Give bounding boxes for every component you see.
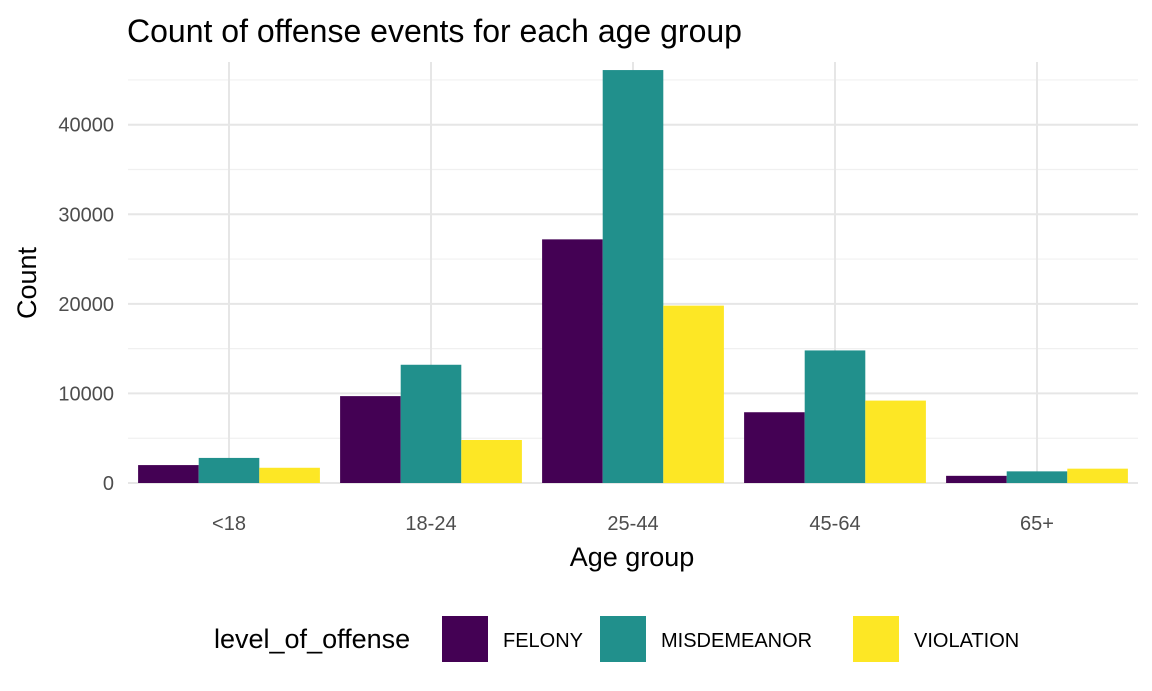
y-tick-label: 30000 [58,204,114,226]
bar-misdemeanor-2 [602,70,664,483]
y-tick-label: 40000 [58,115,114,137]
bars [138,70,1128,483]
legend-swatch-felony [442,616,488,662]
x-tick-label: 65+ [1020,513,1054,535]
bar-violation-1 [461,440,522,483]
y-tick-label: 10000 [58,383,114,405]
legend-label-felony: FELONY [503,630,583,652]
x-tick-label: <18 [212,513,246,535]
bar-misdemeanor-3 [804,350,866,483]
legend-items: FELONY MISDEMEANOR VIOLATION [442,616,1019,662]
y-tick-labels: 0 10000 20000 30000 40000 [58,115,114,495]
y-axis-title: Count [12,246,42,319]
bar-felony-2 [542,239,603,483]
x-tick-label: 18-24 [405,513,456,535]
legend-title: level_of_offense [214,624,410,654]
chart-title: Count of offense events for each age gro… [127,13,742,49]
legend-swatch-misdemeanor [600,616,646,662]
bar-felony-3 [744,412,805,483]
bar-felony-4 [946,475,1007,483]
legend: level_of_offense FELONY MISDEMEANOR VIOLAT… [214,616,1019,662]
y-tick-label: 20000 [58,294,114,316]
bar-felony-1 [340,396,401,483]
bar-violation-0 [259,467,320,483]
x-tick-label: 45-64 [809,513,860,535]
legend-label-misdemeanor: MISDEMEANOR [661,630,812,652]
x-axis-title: Age group [570,542,695,572]
bar-misdemeanor-4 [1006,471,1068,483]
bar-violation-2 [663,305,724,483]
x-tick-label: 25-44 [607,513,658,535]
legend-swatch-violation [853,616,899,662]
x-tick-labels: <18 18-24 25-44 45-64 65+ [212,513,1054,535]
bar-misdemeanor-0 [198,457,260,483]
bar-violation-3 [865,400,926,483]
bar-violation-4 [1067,468,1128,483]
bar-misdemeanor-1 [400,364,462,483]
legend-label-violation: VIOLATION [914,630,1019,652]
y-tick-label: 0 [103,473,114,495]
bar-felony-0 [138,465,199,483]
